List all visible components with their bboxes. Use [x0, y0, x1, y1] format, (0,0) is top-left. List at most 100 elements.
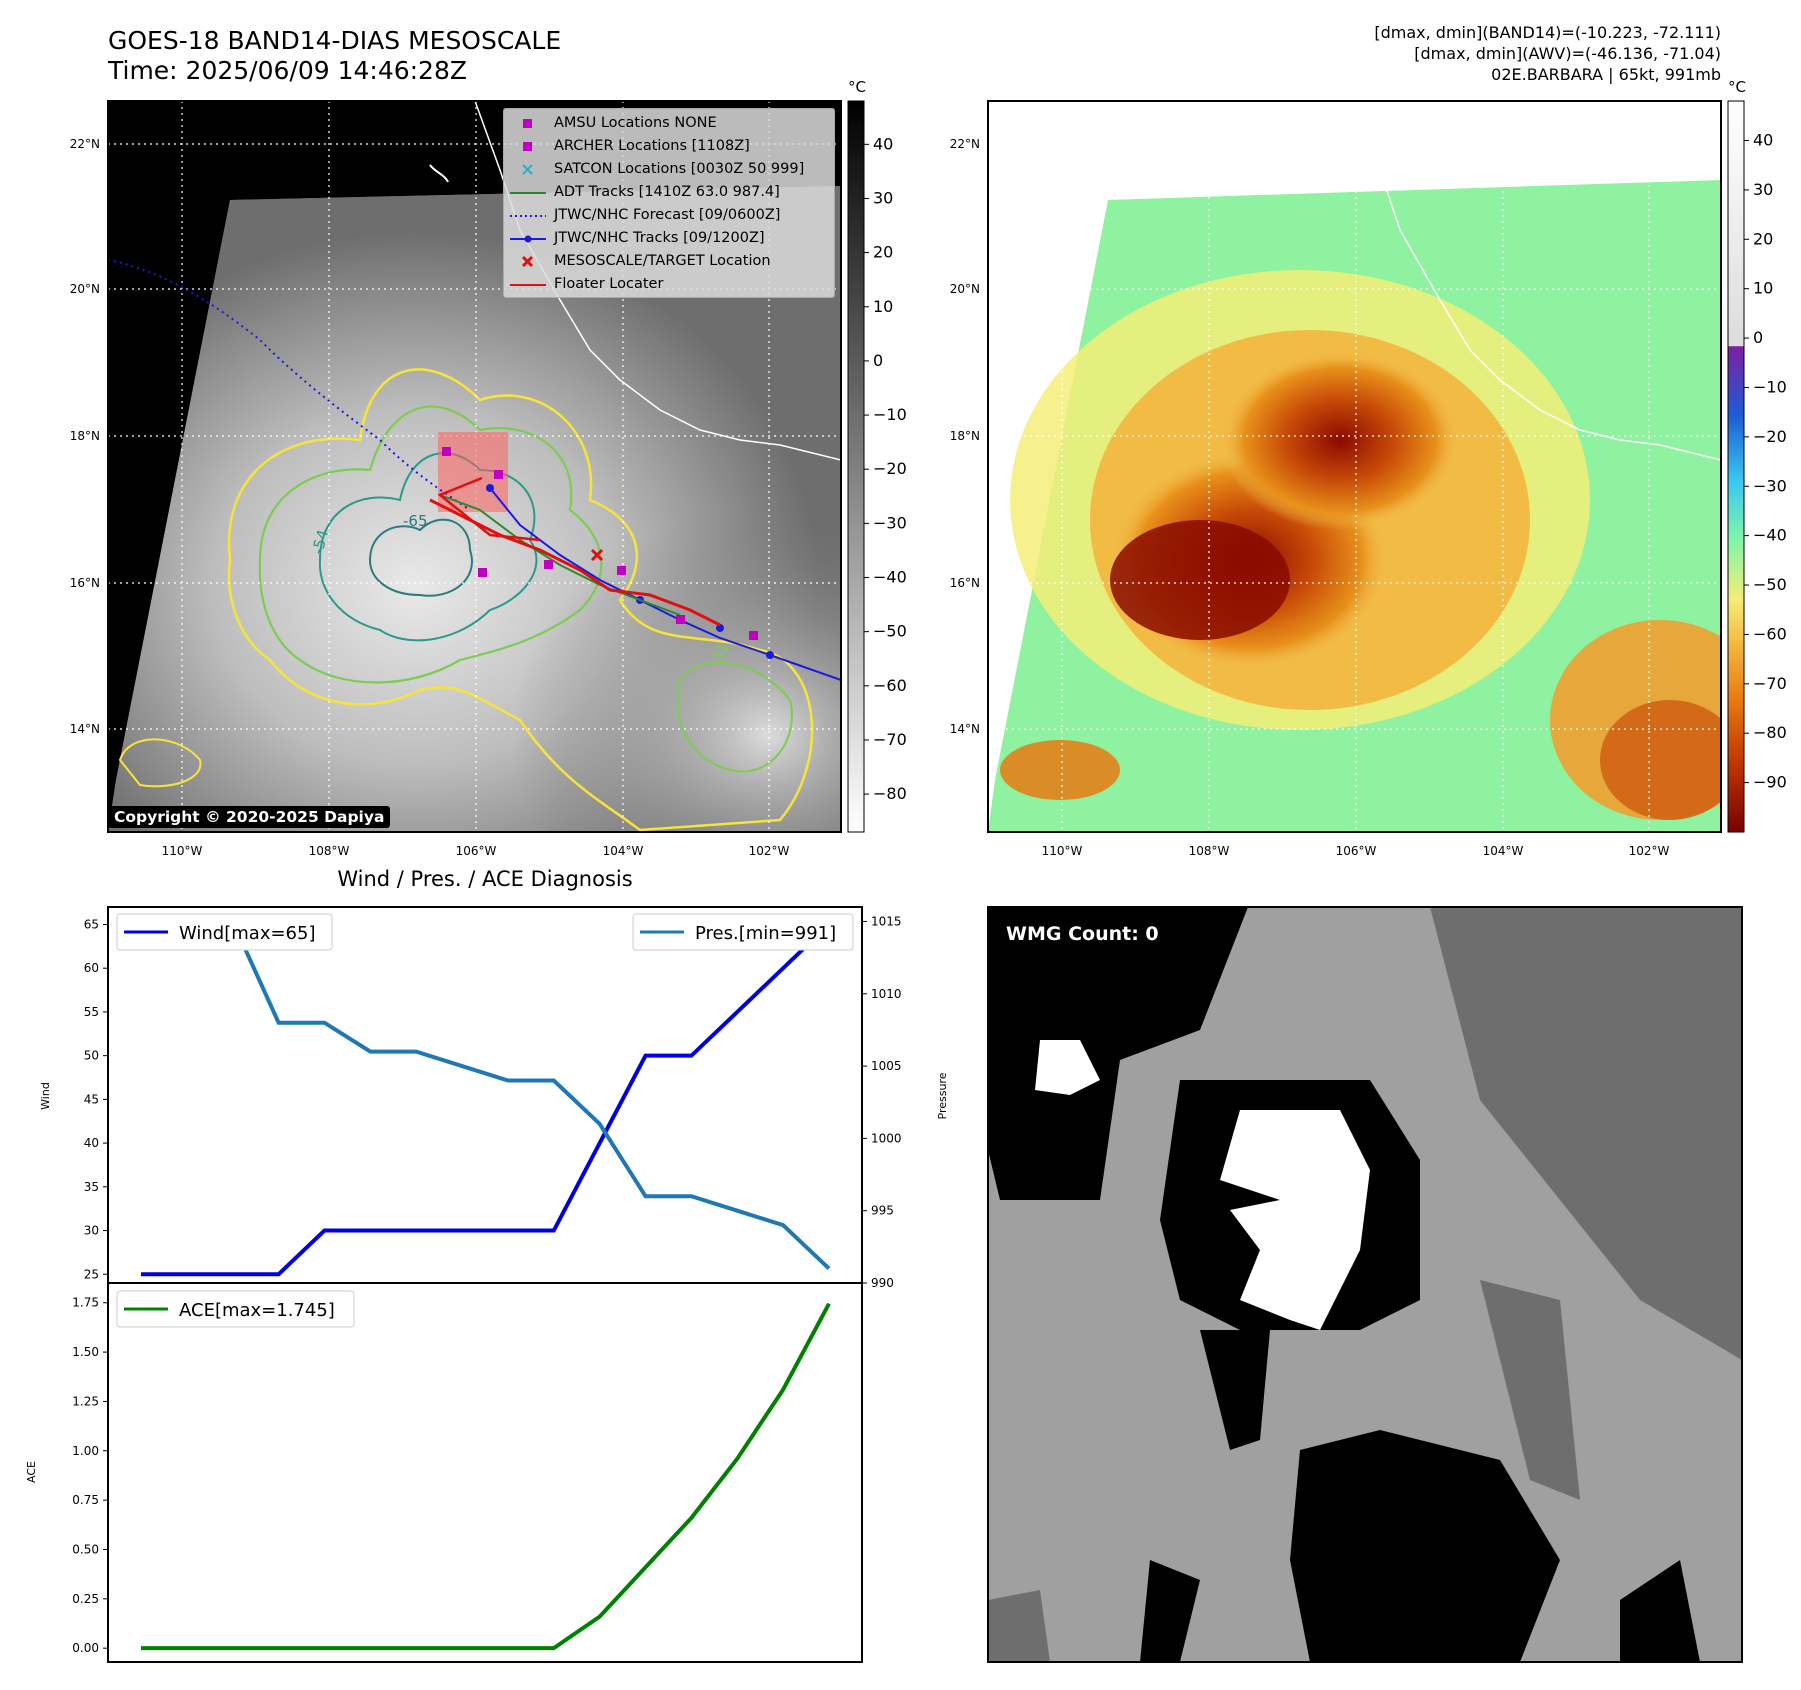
ace-tick-label: 0.75 [72, 1493, 99, 1507]
pressure-tick-label: 995 [871, 1204, 894, 1218]
lon-tick: 104°W [603, 844, 644, 858]
adt-track [439, 494, 681, 616]
square-marker-icon [523, 142, 532, 151]
legend-item-floater: Floater Locater [504, 274, 834, 296]
title-line-2: Time: 2025/06/09 14:46:28Z [108, 56, 467, 85]
colorbar-tick-label: 30 [873, 188, 893, 207]
ace-tick-label: 1.00 [72, 1444, 99, 1458]
pressure-legend-label: Pres.[min=991] [695, 923, 836, 944]
ace-tick-label: 0.25 [72, 1592, 99, 1606]
legend-item-forecast: JTWC/NHC Forecast [09/0600Z] [504, 205, 834, 227]
colorbar-tick-label: 40 [873, 134, 893, 153]
lon-tick: 108°W [309, 844, 350, 858]
pressure-tick-label: 1000 [871, 1131, 902, 1145]
wind-tick-label: 40 [84, 1136, 99, 1150]
legend-item-satcon: SATCON Locations [0030Z 50 999] [504, 159, 834, 181]
colorbar-tick-label: 0 [1753, 328, 1763, 347]
colorbar-tick-label: −30 [873, 513, 907, 532]
contour-green [258, 405, 603, 684]
colorbar-tick-label: 10 [873, 297, 893, 316]
ace-tick-label: 0.50 [72, 1542, 99, 1556]
figure-title: GOES-18 BAND14-DIAS MESOSCALE Time: 2025… [108, 26, 561, 86]
archer-markers [442, 447, 758, 640]
colorbar-tick-label: −30 [1753, 476, 1787, 495]
legend-label: JTWC/NHC Tracks [09/1200Z] [554, 230, 765, 246]
wind-tick-label: 45 [84, 1092, 99, 1106]
ace-series-line [141, 1302, 831, 1651]
lon-tick: 102°W [749, 844, 790, 858]
colorbar-tick-label: 40 [1753, 131, 1773, 150]
lon-tick: 102°W [1629, 844, 1670, 858]
color-colorbar: °C 40 30 20 10 0 −10 −20 −30 −40 −50 −60 −70 −80 −90 [1727, 78, 1787, 833]
lat-tick: 14°N [950, 722, 980, 736]
line-dot-icon [510, 235, 546, 243]
colorbar-tick-label: −70 [873, 730, 907, 749]
wmg-panel [987, 906, 1743, 1663]
lon-tick: 110°W [1042, 844, 1083, 858]
colorbar-tick-label: 20 [873, 243, 893, 262]
colorbar-tick-label: −40 [873, 568, 907, 587]
floater-locater [429, 498, 721, 627]
lat-tick: 20°N [950, 282, 980, 296]
awv-map-panel [987, 100, 1722, 833]
lat-tick: 20°N [70, 282, 100, 296]
legend-item-jtwc: JTWC/NHC Tracks [09/1200Z] [504, 228, 834, 250]
colorbar-tick-label: −60 [873, 676, 907, 695]
stats-line-1: [dmax, dmin](BAND14)=(-10.223, -72.111) [1374, 23, 1721, 42]
wmg-count-label: WMG Count: 0 [998, 920, 1167, 948]
legend-label: ADT Tracks [1410Z 63.0 987.4] [554, 184, 780, 200]
wind-tick-label: 25 [84, 1267, 99, 1281]
legend-item-mesoscale: MESOSCALE/TARGET Location [504, 251, 834, 273]
pressure-tick-label: 1010 [871, 987, 902, 1001]
legend-label: MESOSCALE/TARGET Location [554, 253, 771, 269]
legend-item-archer: ARCHER Locations [1108Z] [504, 136, 834, 158]
stats-header: [dmax, dmin](BAND14)=(-10.223, -72.111) … [1374, 22, 1721, 85]
x-marker-icon [522, 164, 533, 175]
legend-label: Floater Locater [554, 276, 664, 292]
wind-tick-label: 55 [84, 1005, 99, 1019]
wind-series-line [141, 923, 831, 1277]
series-layer [141, 919, 831, 1651]
colorbar-tick-label: −70 [1753, 674, 1787, 693]
colorbar-tick-label: −10 [873, 405, 907, 424]
pressure-legend: Pres.[min=991] [632, 913, 854, 951]
wind-axis-label: Wind [39, 1082, 52, 1110]
colorbar-tick-label: −20 [873, 459, 907, 478]
tr-lon-ticks: 110°W 108°W 106°W 104°W 102°W [1042, 844, 1670, 858]
colorbar-tick-label: −50 [873, 622, 907, 641]
colorbar-tick-label: −50 [1753, 575, 1787, 594]
colorbar-tick-label: −80 [873, 784, 907, 803]
contour-dark [368, 518, 473, 597]
ace-tick-label: 1.25 [72, 1394, 99, 1408]
wind-tick-label: 35 [84, 1180, 99, 1194]
x-marker-icon [521, 255, 534, 268]
lat-tick: 14°N [70, 722, 100, 736]
ace-y-ticks: 0.00 0.25 0.50 0.75 1.00 1.25 1.50 1.75 [72, 1296, 108, 1655]
tr-lat-ticks: 22°N 20°N 18°N 16°N 14°N [950, 137, 980, 736]
colorbar-tick-label: 30 [1753, 180, 1773, 199]
stats-line-2: [dmax, dmin](AWV)=(-46.136, -71.04) [1414, 44, 1721, 63]
lat-tick: 18°N [70, 429, 100, 443]
contour-label: -65 [403, 512, 428, 530]
contour-yellow [227, 368, 814, 832]
colorbar-tick-label: 10 [1753, 279, 1773, 298]
ace-tick-label: 0.00 [72, 1641, 99, 1655]
legend-label: ARCHER Locations [1108Z] [554, 138, 750, 154]
ace-axes [107, 1282, 863, 1663]
diagnosis-chart: Wind / Pres. / ACE Diagnosis 25 30 35 40 45 5… [25, 867, 949, 1663]
ace-legend-label: ACE[max=1.745] [179, 1300, 335, 1321]
colorbar-tick-label: −40 [1753, 526, 1787, 545]
wind-legend: Wind[max=65] [116, 913, 333, 951]
colorbar-tick-label: 0 [873, 351, 883, 370]
title-line-1: GOES-18 BAND14-DIAS MESOSCALE [108, 26, 562, 55]
colorbar-tick-label: −10 [1753, 377, 1787, 396]
pressure-tick-label: 1005 [871, 1059, 902, 1073]
ace-legend: ACE[max=1.745] [116, 1290, 355, 1328]
wind-pressure-axes [107, 906, 863, 1284]
target-x-marker [590, 548, 604, 562]
lat-tick: 22°N [70, 137, 100, 151]
colorbar-tick-label: −90 [1753, 773, 1787, 792]
lon-tick: 104°W [1483, 844, 1524, 858]
lat-tick: 16°N [950, 576, 980, 590]
